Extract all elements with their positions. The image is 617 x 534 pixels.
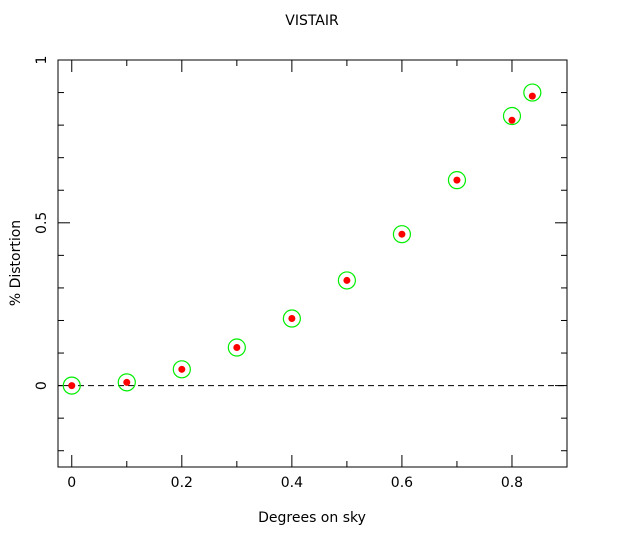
plot-frame — [57, 59, 568, 468]
data-point — [343, 276, 351, 284]
data-point — [508, 116, 516, 124]
data-point — [172, 360, 191, 379]
data-point — [447, 171, 467, 190]
data-point — [178, 365, 186, 373]
y-tick-label: 1 — [34, 56, 50, 65]
x-tick-label: 0.2 — [171, 475, 193, 491]
x-tick-label: 0.4 — [281, 475, 303, 491]
y-axis-label: % Distortion — [8, 220, 24, 306]
chart-title: VISTAIR — [285, 13, 339, 29]
data-point — [233, 344, 241, 352]
data-point — [523, 83, 542, 102]
y-tick-label: 0 — [34, 381, 50, 390]
data-point — [288, 315, 296, 323]
data-point — [227, 338, 246, 357]
data-point — [337, 271, 356, 290]
data-point — [68, 382, 76, 390]
x-tick-label: 0.6 — [391, 475, 413, 491]
x-tick-label: 0.8 — [501, 475, 523, 491]
data-point — [453, 176, 461, 184]
data-point — [282, 309, 301, 328]
data-point — [502, 106, 522, 126]
x-tick-label: 0 — [67, 475, 76, 491]
data-point — [528, 92, 536, 100]
y-tick-label: 0.5 — [34, 212, 50, 234]
data-point — [392, 225, 412, 244]
data-point — [123, 378, 131, 386]
x-axis-label: Degrees on sky — [258, 510, 366, 526]
data-point — [62, 376, 81, 395]
data-point — [398, 230, 406, 238]
data-point — [117, 373, 136, 392]
